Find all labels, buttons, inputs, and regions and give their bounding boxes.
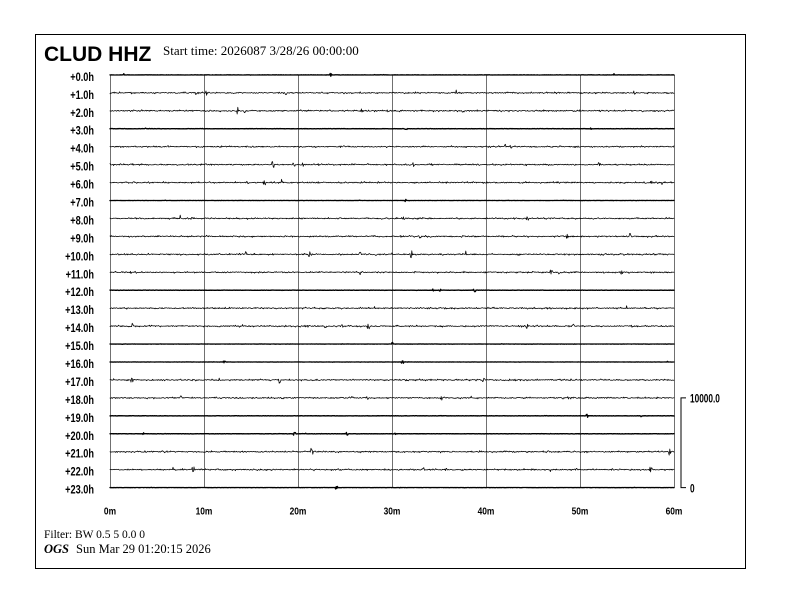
svg-text:+17.0h: +17.0h xyxy=(65,377,94,389)
svg-text:+23.0h: +23.0h xyxy=(65,485,94,497)
svg-text:+5.0h: +5.0h xyxy=(70,162,94,174)
svg-text:CLUD HHZ: CLUD HHZ xyxy=(44,43,151,66)
svg-text:30m: 30m xyxy=(384,506,401,518)
svg-text:0: 0 xyxy=(690,483,695,496)
svg-text:+7.0h: +7.0h xyxy=(70,198,94,210)
svg-text:OGS: OGS xyxy=(44,542,69,556)
svg-text:+22.0h: +22.0h xyxy=(65,467,94,479)
svg-text:Filter: BW 0.5 5 0.0 0: Filter: BW 0.5 5 0.0 0 xyxy=(44,529,145,541)
svg-text:+21.0h: +21.0h xyxy=(65,449,94,461)
svg-text:60m: 60m xyxy=(666,506,683,518)
svg-text:0m: 0m xyxy=(104,506,116,518)
svg-text:+10.0h: +10.0h xyxy=(65,251,94,263)
svg-text:+0.0h: +0.0h xyxy=(70,72,94,84)
svg-text:10000.0: 10000.0 xyxy=(690,393,720,406)
svg-text:+16.0h: +16.0h xyxy=(65,359,94,371)
svg-text:+8.0h: +8.0h xyxy=(70,216,94,228)
svg-text:+1.0h: +1.0h xyxy=(70,90,94,102)
svg-text:+3.0h: +3.0h xyxy=(70,126,94,138)
svg-text:+14.0h: +14.0h xyxy=(65,323,94,335)
svg-text:20m: 20m xyxy=(290,506,307,518)
svg-text:+12.0h: +12.0h xyxy=(65,287,94,299)
svg-text:Sun Mar 29 01:20:15 2026: Sun Mar 29 01:20:15 2026 xyxy=(76,542,211,556)
svg-text:+13.0h: +13.0h xyxy=(65,305,94,317)
svg-text:40m: 40m xyxy=(478,506,495,518)
svg-text:+9.0h: +9.0h xyxy=(70,234,94,246)
svg-text:+6.0h: +6.0h xyxy=(70,180,94,192)
svg-text:+19.0h: +19.0h xyxy=(65,413,94,425)
svg-text:+18.0h: +18.0h xyxy=(65,395,94,407)
svg-text:+2.0h: +2.0h xyxy=(70,108,94,120)
svg-text:Start time: 2026087 3/28/26 0: Start time: 2026087 3/28/26 00:00:00 xyxy=(163,43,359,58)
svg-text:10m: 10m xyxy=(196,506,213,518)
svg-text:+4.0h: +4.0h xyxy=(70,144,94,156)
svg-text:50m: 50m xyxy=(572,506,589,518)
svg-text:+20.0h: +20.0h xyxy=(65,431,94,443)
svg-text:+15.0h: +15.0h xyxy=(65,341,94,353)
svg-text:+11.0h: +11.0h xyxy=(66,269,94,281)
